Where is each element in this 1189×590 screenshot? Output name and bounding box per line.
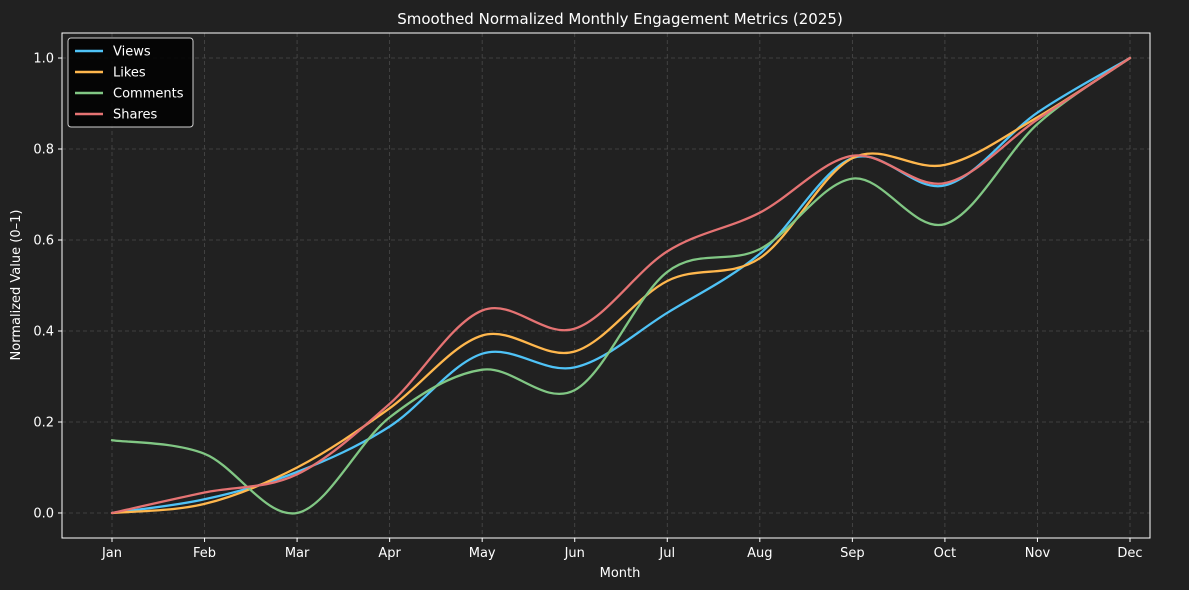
y-tick-label: 0.8: [33, 143, 54, 158]
y-tick-label: 0.2: [33, 415, 54, 430]
x-tick-label: Oct: [934, 546, 956, 561]
x-axis-label: Month: [600, 566, 641, 581]
x-axis-ticks: Jan Feb Mar Apr May Jun Jul Aug Sep Oct Nov Dec: [101, 538, 1143, 561]
y-tick-label: 0.4: [33, 324, 54, 339]
legend-label-likes: Likes: [113, 66, 146, 81]
x-tick-label: Nov: [1025, 546, 1051, 561]
y-tick-label: 0.6: [33, 234, 54, 249]
x-tick-label: Feb: [193, 546, 216, 561]
x-tick-label: Jan: [101, 546, 122, 561]
x-tick-label: Jul: [658, 546, 675, 561]
legend-label-shares: Shares: [113, 108, 158, 123]
grid: [62, 33, 1150, 538]
x-tick-label: Jun: [564, 546, 585, 561]
y-axis-label: Normalized Value (0–1): [9, 210, 24, 361]
x-tick-label: Aug: [747, 546, 772, 561]
legend-label-comments: Comments: [113, 87, 184, 102]
plot-frame: [61, 32, 1151, 539]
x-tick-label: Sep: [840, 546, 865, 561]
x-tick-label: May: [469, 546, 496, 561]
series-line-comments: [110, 56, 1132, 515]
series-lines: [110, 56, 1132, 515]
y-tick-label: 1.0: [33, 52, 54, 67]
legend-label-views: Views: [113, 45, 151, 60]
legend: Views Likes Comments Shares: [67, 37, 194, 128]
series-line-likes: [110, 56, 1132, 515]
x-tick-label: Dec: [1117, 546, 1142, 561]
chart-title: Smoothed Normalized Monthly Engagement M…: [397, 10, 843, 28]
legend-box: [67, 37, 194, 128]
series-line-shares: [110, 56, 1132, 515]
y-tick-label: 0.0: [33, 506, 54, 521]
x-tick-label: Mar: [285, 546, 310, 561]
x-tick-label: Apr: [378, 546, 401, 561]
y-axis-ticks: 0.0 0.2 0.4 0.6 0.8 1.0: [33, 52, 62, 521]
